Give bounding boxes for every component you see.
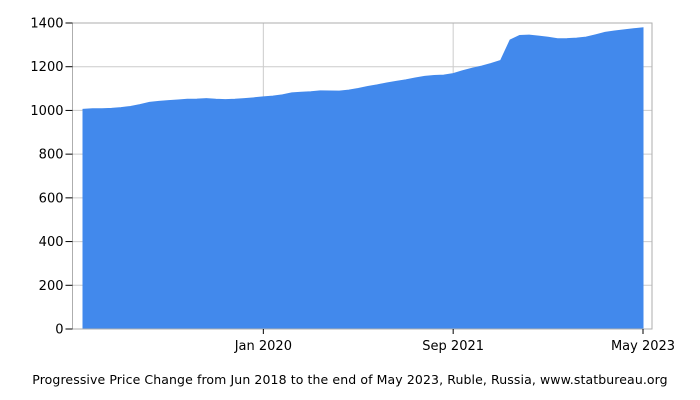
y-axis-label: 1400 (30, 17, 63, 32)
y-axis-label: 800 (39, 148, 64, 163)
y-axis-label: 200 (39, 279, 64, 294)
x-axis-label: Jan 2020 (234, 339, 292, 354)
chart-plot-area: 0 200 400 600 800 1000 1200 1400 Jan 2020 Sep 202… (30, 17, 675, 355)
x-axis-label: May 2023 (611, 339, 675, 354)
area-series (82, 27, 644, 330)
y-axis-label: 400 (39, 235, 64, 250)
y-axis-label: 600 (39, 191, 64, 206)
plot-border (72, 22, 653, 330)
x-axis-label: Sep 2021 (422, 339, 484, 354)
y-axis-label: 0 (55, 323, 63, 338)
chart-caption: Progressive Price Change from Jun 2018 t… (32, 372, 668, 387)
y-axis-label: 1200 (30, 60, 63, 75)
y-axis-label: 1000 (30, 104, 63, 119)
